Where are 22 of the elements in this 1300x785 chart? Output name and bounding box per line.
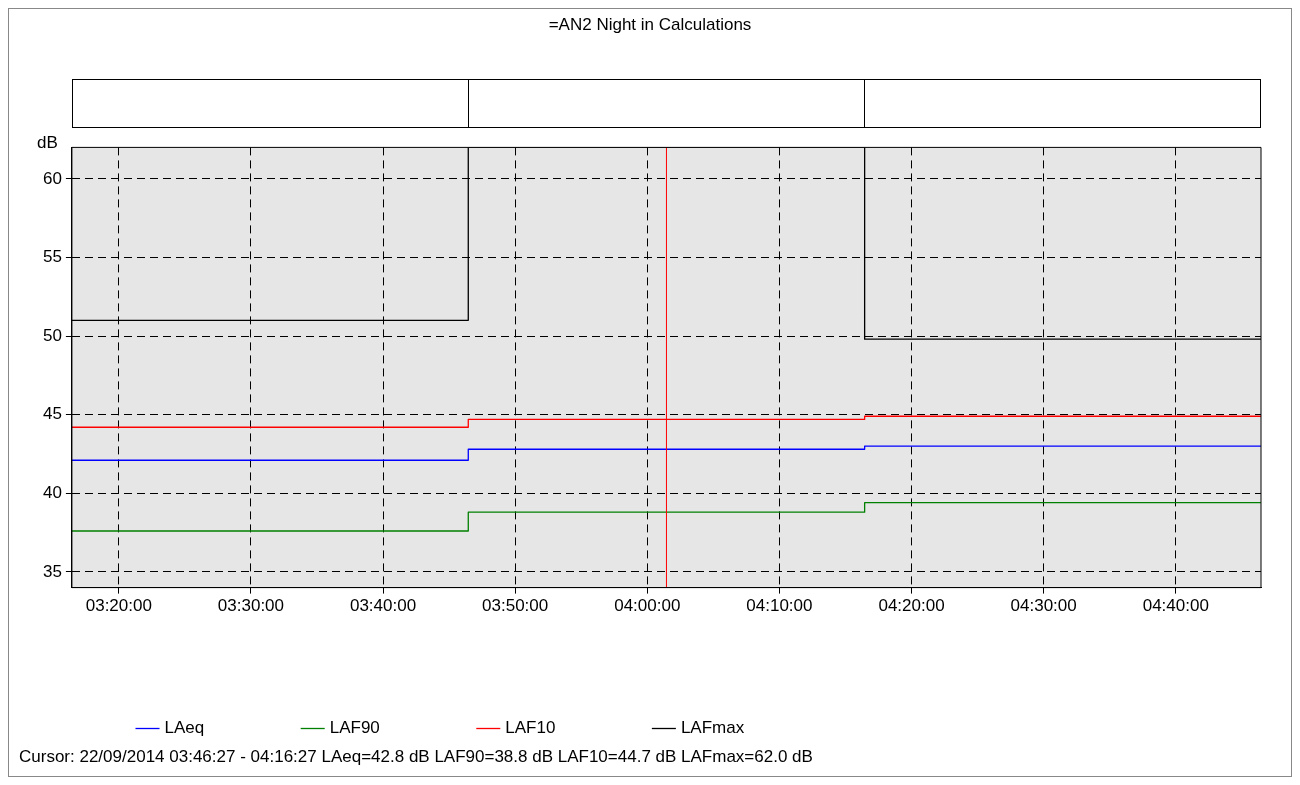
- x-tick-label: 03:20:00: [85, 596, 152, 616]
- x-tick-label: 04:20:00: [878, 596, 945, 616]
- y-tick-label: 45: [42, 404, 62, 424]
- chart-title: =AN2 Night in Calculations: [548, 14, 752, 34]
- y-tick-label: 35: [42, 561, 62, 581]
- legend-label: LAFmax: [680, 718, 745, 738]
- y-tick-label: 40: [42, 482, 62, 502]
- legend-label: LAeq: [164, 718, 205, 738]
- legend-label: LAF90: [329, 718, 380, 738]
- y-tick-label: 55: [42, 247, 62, 267]
- x-tick-label: 04:40:00: [1142, 596, 1209, 616]
- x-tick-label: 03:30:00: [217, 596, 285, 616]
- x-tick-label: 03:50:00: [482, 596, 549, 616]
- y-tick-label: 50: [42, 325, 62, 345]
- x-tick-label: 03:40:00: [349, 596, 417, 616]
- text: Cursor: 22/09/2014 03:46:27 - 04:16:27 LAeq=42.8 dB LAF90=38.8 dB LAF10=44.7 dB LAFmax=62.0 dB: [18, 747, 814, 767]
- y-tick-label: 60: [42, 168, 62, 188]
- x-tick-label: 04:00:00: [614, 596, 681, 616]
- y-axis-title: dB: [37, 133, 58, 153]
- x-tick-label: 04:10:00: [746, 596, 813, 616]
- legend-label: LAF10: [505, 718, 556, 738]
- x-tick-label: 04:30:00: [1010, 596, 1077, 616]
